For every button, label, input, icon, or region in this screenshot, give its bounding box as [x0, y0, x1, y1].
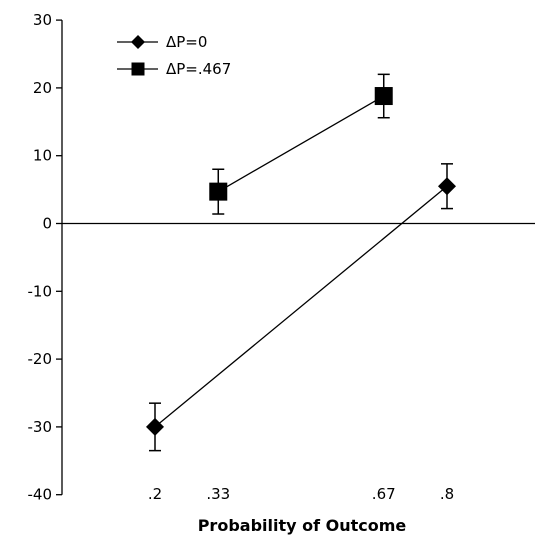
data-point [146, 417, 164, 436]
series-line [217, 95, 385, 193]
y-tick-label: 30 [33, 11, 52, 29]
y-tick-label: -30 [28, 418, 53, 436]
series-1 [209, 73, 393, 215]
legend-marker [131, 62, 145, 76]
y-tick-label: 0 [42, 215, 52, 233]
y-tick-label: -20 [28, 350, 53, 368]
legend-label: ΔP=.467 [166, 60, 231, 78]
x-tick-label: .33 [206, 485, 230, 503]
legend-item-0: ΔP=0 [117, 33, 207, 51]
legend: ΔP=0 ΔP=.467 [117, 33, 231, 78]
legend-item-1: ΔP=.467 [117, 60, 231, 78]
legend-label: ΔP=0 [166, 33, 207, 51]
y-tick-label: -10 [28, 282, 53, 300]
x-tick-label: .67 [372, 485, 396, 503]
axes-layer: -40 -30 -20 -10 0 10 20 30 .2 .33 .67 .8 [28, 11, 535, 504]
y-tick-label: 20 [33, 79, 52, 97]
x-axis-title: Probability of Outcome [198, 516, 407, 535]
series-0 [146, 163, 456, 452]
x-tick-label: .2 [148, 485, 162, 503]
data-point [209, 182, 228, 201]
series-layer [146, 73, 456, 452]
series-line [154, 185, 448, 428]
x-tick-label: .8 [440, 485, 454, 503]
legend-marker [131, 35, 145, 49]
data-point [438, 177, 456, 196]
data-point [374, 87, 393, 106]
y-tick-label: -40 [28, 486, 53, 504]
y-tick-label: 10 [33, 147, 52, 165]
